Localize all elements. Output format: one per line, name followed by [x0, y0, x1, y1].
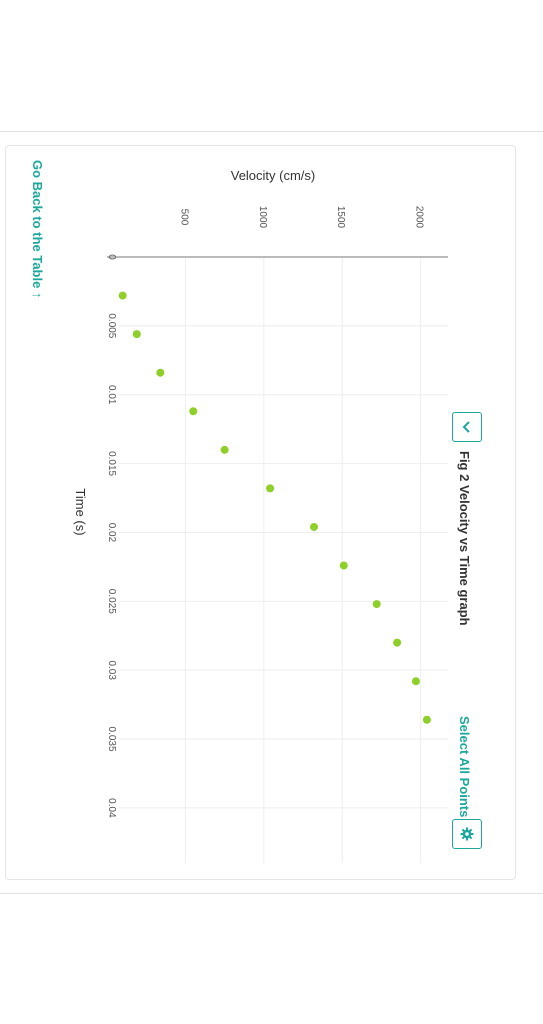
data-point [393, 638, 402, 647]
y-tick-label: 2000 [414, 206, 425, 229]
data-point [411, 677, 420, 686]
x-tick-label: 0.04 [106, 798, 117, 818]
x-tick-label: 0.02 [106, 523, 117, 543]
top-divider [0, 131, 543, 132]
data-point [339, 561, 348, 570]
x-tick-label: 0.01 [106, 385, 117, 405]
data-point [156, 368, 165, 377]
gear-icon [460, 827, 474, 841]
data-point [220, 445, 229, 454]
y-axis-label: Velocity (cm/s) [231, 168, 316, 183]
previous-button[interactable] [452, 412, 482, 442]
y-tick-label: 1000 [257, 206, 268, 229]
x-tick-label: 0.025 [106, 589, 117, 614]
select-all-points-link[interactable]: Select All Points [457, 716, 472, 818]
x-axis-label: Time (s) [73, 488, 88, 535]
data-point [310, 522, 318, 531]
x-tick-labels: 0 0.005 0.01 0.015 0.02 0.025 0.03 0.035 0.04 [106, 254, 117, 818]
chart-grid [119, 257, 448, 863]
data-point [266, 484, 275, 493]
data-point [372, 600, 381, 609]
data-point [132, 330, 141, 339]
data-points [118, 291, 431, 724]
bottom-divider [0, 893, 543, 894]
chevron-left-icon [462, 421, 470, 433]
figure-title: Fig 2 Velocity vs Time graph [457, 451, 472, 626]
chart-card [5, 145, 516, 880]
x-tick-label: 0.005 [106, 313, 117, 338]
data-point [118, 291, 127, 300]
settings-button[interactable] [452, 819, 482, 849]
data-point [422, 715, 431, 724]
data-point [189, 407, 198, 416]
x-tick-label: 0 [106, 254, 117, 260]
x-tick-label: 0.03 [106, 660, 117, 680]
y-tick-labels: 500 1000 1500 2000 [178, 206, 424, 229]
x-tick-label: 0.035 [106, 727, 117, 752]
y-tick-label: 1500 [335, 206, 346, 229]
y-tick-label: 500 [178, 209, 189, 226]
x-tick-label: 0.015 [106, 451, 117, 476]
